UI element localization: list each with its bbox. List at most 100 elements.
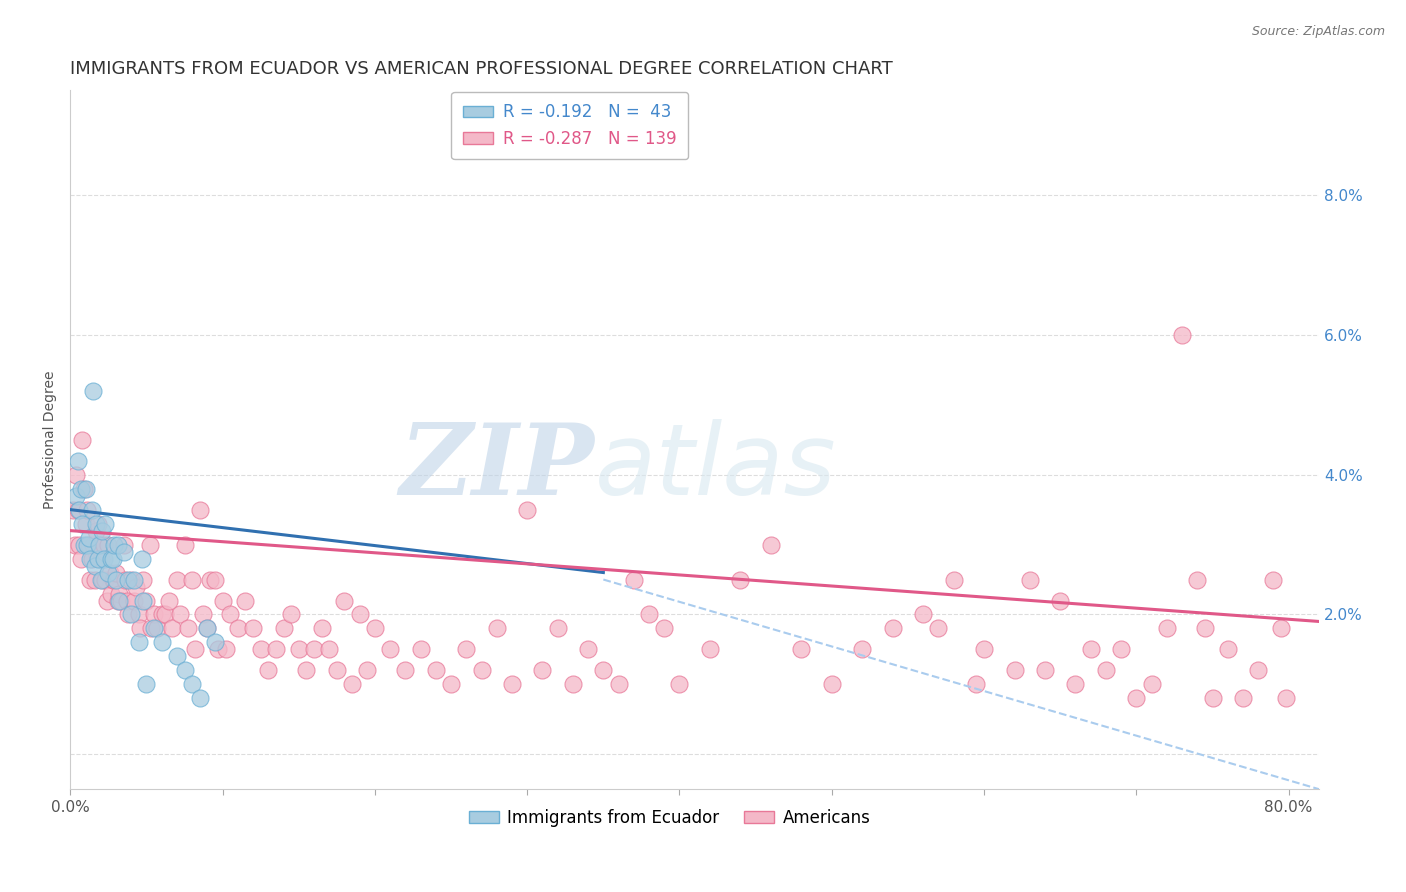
Point [112,544,135,558]
Point [1187,573,1209,587]
Point [108,586,131,600]
Point [730,573,752,587]
Point [117,607,139,622]
Point [176,622,198,636]
Point [91,573,114,587]
Point [264,642,287,657]
Point [973,642,995,657]
Point [107,538,129,552]
Point [184,642,207,657]
Point [204,635,226,649]
Point [150,607,173,622]
Point [1064,677,1087,691]
Point [257,664,280,678]
Point [143,622,166,636]
Point [135,593,157,607]
Point [652,622,675,636]
Point [108,593,131,607]
Point [927,622,949,636]
Point [273,622,295,636]
Point [882,622,904,636]
Point [69,538,91,552]
Point [1270,622,1292,636]
Point [89,538,111,552]
Point [302,642,325,657]
Point [318,642,340,657]
Point [356,664,378,678]
Point [105,566,128,580]
Point [516,502,538,516]
Point [668,677,690,691]
Point [89,538,111,552]
Y-axis label: Professional Degree: Professional Degree [44,370,58,509]
Point [103,573,125,587]
Point [409,642,432,657]
Point [63,538,86,552]
Point [103,538,125,552]
Point [191,607,214,622]
Point [1247,664,1270,678]
Point [1109,642,1132,657]
Point [90,573,112,587]
Point [94,516,117,531]
Point [124,573,146,587]
Point [114,573,136,587]
Point [1049,593,1071,607]
Point [942,573,965,587]
Point [84,516,107,531]
Point [97,566,120,580]
Point [547,622,569,636]
Point [146,622,169,636]
Point [181,573,204,587]
Point [207,642,229,657]
Point [70,551,93,566]
Point [169,607,191,622]
Point [1018,573,1040,587]
Legend: Immigrants from Ecuador, Americans: Immigrants from Ecuador, Americans [463,802,877,833]
Point [759,538,782,552]
Point [425,664,447,678]
Point [87,551,110,566]
Point [97,538,120,552]
Point [115,593,138,607]
Point [150,635,173,649]
Point [280,607,302,622]
Point [790,642,813,657]
Point [66,502,89,516]
Point [211,593,233,607]
Point [200,573,222,587]
Point [311,622,333,636]
Point [93,538,115,552]
Point [162,622,184,636]
Point [394,664,416,678]
Point [235,593,257,607]
Point [1232,691,1254,706]
Point [139,622,162,636]
Point [173,664,195,678]
Point [117,573,139,587]
Point [1216,642,1239,657]
Point [1263,573,1285,587]
Point [214,642,236,657]
Point [72,516,94,531]
Point [1125,691,1147,706]
Point [105,573,128,587]
Point [440,677,463,691]
Point [592,664,614,678]
Point [531,664,554,678]
Point [79,551,101,566]
Point [101,573,124,587]
Point [128,635,150,649]
Point [100,586,122,600]
Point [77,538,100,552]
Point [93,551,115,566]
Point [76,502,98,516]
Point [851,642,873,657]
Point [181,677,204,691]
Point [98,566,121,580]
Point [76,538,98,552]
Point [131,551,153,566]
Point [966,677,988,691]
Point [1095,664,1118,678]
Point [143,607,166,622]
